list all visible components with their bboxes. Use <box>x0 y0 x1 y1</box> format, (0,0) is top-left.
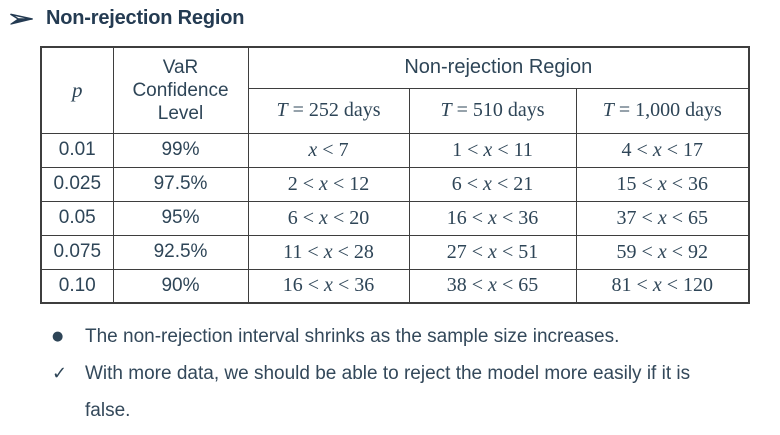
cell-confidence: 90% <box>112 268 249 304</box>
cell-interval-t510: 1 < x < 11 <box>408 132 577 168</box>
nonrejection-region-table: p VaR Confidence Level Non-rejection Reg… <box>40 46 751 304</box>
list-item: ● The non-rejection interval shrinks as … <box>52 318 715 355</box>
cell-interval-t252: 2 < x < 12 <box>247 166 410 202</box>
cell-confidence: 99% <box>112 132 249 168</box>
cell-interval-t252: x < 7 <box>247 132 410 168</box>
cell-confidence: 95% <box>112 200 249 236</box>
note-text: The non-rejection interval shrinks as th… <box>85 326 620 347</box>
cell-interval-t510: 6 < x < 21 <box>408 166 577 202</box>
cell-interval-t1000: 4 < x < 17 <box>575 132 750 168</box>
cell-interval-t252: 6 < x < 20 <box>247 200 410 236</box>
note-text: With more data, we should be able to rej… <box>85 363 691 421</box>
table-row: 0.05 95% 6 < x < 20 16 < x < 36 37 < x <… <box>40 200 750 236</box>
column-header-t1000: T = 1,000 days <box>575 87 750 134</box>
list-item: ✓ With more data, we should be able to r… <box>52 355 715 429</box>
cell-interval-t510: 16 < x < 36 <box>408 200 577 236</box>
column-header-t252: T = 252 days <box>247 87 410 134</box>
cell-p: 0.025 <box>40 166 114 202</box>
cell-confidence: 92.5% <box>112 234 249 270</box>
table-row: 0.10 90% 16 < x < 36 38 < x < 65 81 < x … <box>40 268 750 304</box>
cell-interval-t1000: 81 < x < 120 <box>575 268 750 304</box>
checkmark-icon: ✓ <box>52 363 68 384</box>
notes-list: ● The non-rejection interval shrinks as … <box>52 318 715 429</box>
cell-interval-t252: 16 < x < 36 <box>247 268 410 304</box>
column-header-nonrejection-region: Non-rejection Region <box>247 46 750 89</box>
arrowhead-bullet-icon <box>10 10 34 28</box>
cell-interval-t510: 27 < x < 51 <box>408 234 577 270</box>
bullet-dot-icon: ● <box>52 329 64 344</box>
cell-interval-t510: 38 < x < 65 <box>408 268 577 304</box>
column-header-var-confidence: VaR Confidence Level <box>112 46 249 134</box>
cell-confidence: 97.5% <box>112 166 249 202</box>
cell-interval-t252: 11 < x < 28 <box>247 234 410 270</box>
cell-p: 0.05 <box>40 200 114 236</box>
table-row: 0.01 99% x < 7 1 < x < 11 4 < x < 17 <box>40 132 750 168</box>
cell-interval-t1000: 59 < x < 92 <box>575 234 750 270</box>
table-row: 0.075 92.5% 11 < x < 28 27 < x < 51 59 <… <box>40 234 750 270</box>
page-title: Non-rejection Region <box>46 7 245 29</box>
cell-interval-t1000: 15 < x < 36 <box>575 166 750 202</box>
table-row: 0.025 97.5% 2 < x < 12 6 < x < 21 15 < x… <box>40 166 750 202</box>
section-heading: Non-rejection Region <box>10 7 244 30</box>
cell-p: 0.01 <box>40 132 114 168</box>
cell-interval-t1000: 37 < x < 65 <box>575 200 750 236</box>
cell-p: 0.10 <box>40 268 114 304</box>
column-header-p: p <box>40 46 114 134</box>
column-header-t510: T = 510 days <box>408 87 577 134</box>
cell-p: 0.075 <box>40 234 114 270</box>
